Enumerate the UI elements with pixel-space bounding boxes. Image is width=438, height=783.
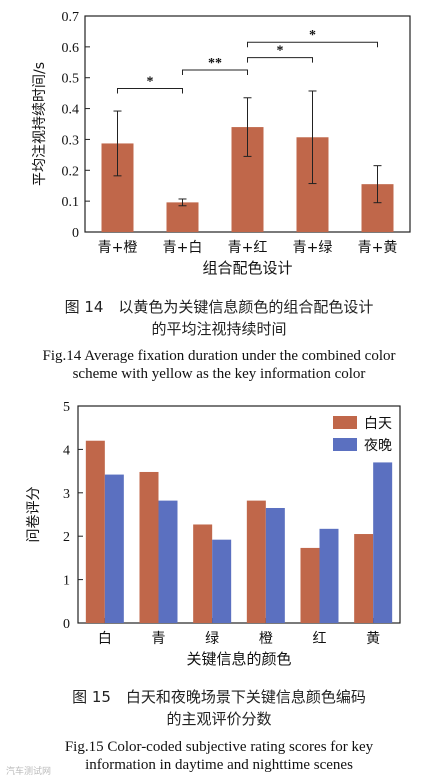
figure-14-caption-cn: 图 14 以黄色为关键信息颜色的组合配色设计 的平均注视持续时间 [0,296,438,340]
significance-label: * [147,75,154,90]
y-axis-title: 平均注视持续时间/s [31,62,48,186]
legend-swatch [333,438,357,451]
figure-14-caption-en: Fig.14 Average fixation duration under t… [0,347,438,383]
fixation-duration-bar-chart: 00.10.20.30.40.50.60.7青+橙 青+白 青+红 青+绿 青+黄***… [31,10,411,277]
x-tick-label: 白 [98,631,112,647]
figure-15-chart: 0 1 2 3 4 5 白 青 绿 橙 红 黄 白天夜晚关键信息的颜色 问卷评分 [0,392,438,682]
x-tick-label: 青+橙 [98,240,138,256]
plot-frame [77,405,401,624]
watermark-text: 汽车测试网 [6,767,52,777]
x-tick-label: 红 [313,631,327,647]
significance-bracket [247,41,378,48]
bar-daytime [139,471,159,623]
y-tick-label: 0 [63,617,70,632]
significance-bracket [247,57,313,63]
y-tick-label: 4 [63,443,70,458]
caption-en-line-2: information in daytime and nighttime sce… [85,757,353,773]
bar-nighttime [319,528,339,623]
bar-daytime [354,534,374,623]
bar-daytime [246,500,266,623]
y-tick-label: 5 [63,400,70,415]
significance-label: * [277,44,284,59]
significance-label: ** [208,56,222,71]
y-tick-label: 0 [72,226,79,241]
y-tick-label: 3 [63,487,70,502]
caption-cn-line-1: 图 15 白天和夜晚场景下关键信息颜色编码 [72,688,366,706]
caption-en-line-2: scheme with yellow as the key informatio… [72,366,366,382]
y-tick-label: 2 [63,530,70,545]
y-tick-label: 0.2 [62,164,80,179]
bar-nighttime [104,474,124,623]
significance-bracket [182,69,248,75]
caption-cn-line-2: 的主观评价分数 [166,710,272,728]
x-axis-title: 关键信息的颜色 [186,650,291,668]
bar-daytime [85,440,105,623]
y-tick-label: 0.6 [62,41,80,56]
significance-label: * [309,28,316,43]
x-tick-label: 青+绿 [293,240,333,256]
bar-daytime [300,547,320,623]
y-tick-label: 0.4 [62,103,80,118]
x-tick-label: 青+黄 [358,239,398,256]
x-tick-label: 青 [152,631,166,647]
y-axis-title: 问卷评分 [26,487,42,543]
figure-14-chart: 0 0.1 0.2 0.3 0.4 0.5 0.6 0.7 青+橙 青+白 青+红 青+绿 青+黄 * **… [0,0,438,290]
x-axis-title: 组合配色设计 [202,259,292,277]
y-tick-label: 0.3 [62,133,80,148]
y-tick-label: 0.1 [62,195,80,210]
bar-nighttime [265,507,285,623]
bar-daytime [193,524,213,623]
caption-en-line-1: Fig.14 Average fixation duration under t… [42,348,396,364]
x-tick-label: 绿 [205,631,219,647]
figure-15-caption-cn: 图 15 白天和夜晚场景下关键信息颜色编码 的主观评价分数 [0,686,438,730]
caption-cn-line-2: 的平均注视持续时间 [151,320,287,338]
y-tick-label: 0.5 [62,72,80,87]
figure-15-caption-en: Fig.15 Color-coded subjective rating sco… [0,738,438,774]
caption-en-line-1: Fig.15 Color-coded subjective rating sco… [64,739,374,755]
significance-bracket [117,88,183,94]
bar-nighttime [373,462,393,623]
legend-label: 夜晚 [364,438,392,454]
bar-nighttime [212,539,232,623]
y-tick-label: 1 [63,574,70,589]
x-tick-label: 橙 [259,631,273,647]
bar-nighttime [158,500,178,623]
y-tick-label: 0.7 [62,10,80,25]
legend-label: 白天 [364,416,392,432]
x-tick-label: 青+红 [228,240,268,256]
x-tick-label: 黄 [366,630,380,647]
legend-swatch [333,416,357,429]
bar [166,202,199,232]
caption-cn-line-1: 图 14 以黄色为关键信息颜色的组合配色设计 [64,298,374,316]
x-tick-label: 青+白 [163,240,203,256]
